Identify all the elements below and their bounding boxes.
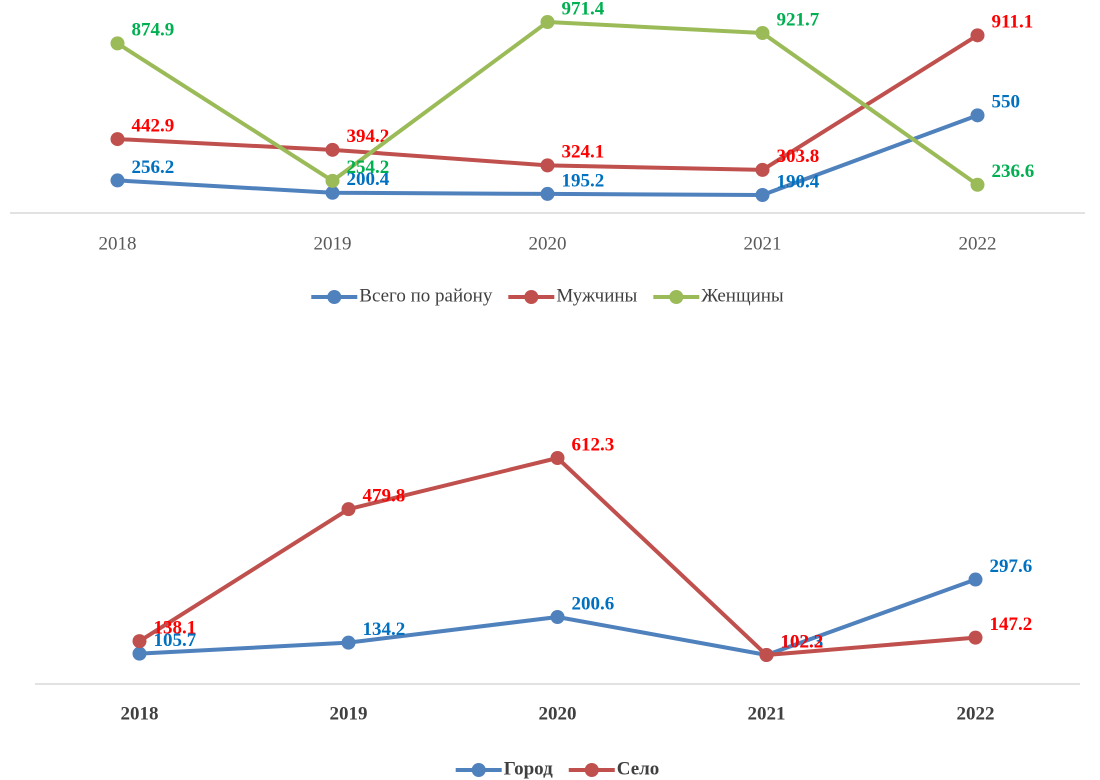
data-label: 254.2 xyxy=(347,157,390,178)
data-label: 911.1 xyxy=(992,12,1034,33)
legend-marker xyxy=(669,290,684,304)
series-line xyxy=(117,33,979,172)
data-label: 324.1 xyxy=(562,142,605,163)
data-label: 921.7 xyxy=(777,9,820,30)
data-label: 256.2 xyxy=(132,157,175,178)
point xyxy=(325,142,340,157)
data-label: 303.8 xyxy=(777,146,820,167)
legend-label: Мужчины xyxy=(556,285,637,306)
legend-marker xyxy=(524,290,539,304)
point xyxy=(341,502,356,517)
legend-marker xyxy=(471,763,486,777)
x-tick-label: 2020 xyxy=(539,703,577,724)
legend-label: Всего по району xyxy=(359,285,493,306)
x-tick-label: 2020 xyxy=(529,233,567,254)
legend-marker xyxy=(584,763,599,777)
data-label: 874.9 xyxy=(132,20,175,41)
data-label: 612.3 xyxy=(572,434,615,455)
point xyxy=(550,451,565,465)
data-label: 550 xyxy=(992,92,1021,113)
x-tick-label: 2019 xyxy=(330,703,368,724)
data-label: 200.4 xyxy=(347,169,390,190)
x-tick-label: 2021 xyxy=(748,703,786,724)
legend-marker xyxy=(327,290,342,304)
x-tick-label: 2019 xyxy=(314,233,352,254)
data-label: 105.7 xyxy=(154,630,197,651)
data-label: 236.6 xyxy=(992,161,1035,182)
point xyxy=(968,630,983,645)
data-label: 200.6 xyxy=(572,593,615,614)
data-label: 394.2 xyxy=(347,126,390,147)
point xyxy=(550,609,565,624)
legend: Город Село xyxy=(455,758,660,779)
data-label: 102.3 xyxy=(781,631,824,652)
chart-bottom: 2018 2019 2020 2021 2022 105.7 134.2 200.6 102.3… xyxy=(35,434,1080,779)
point xyxy=(755,188,770,202)
x-tick-label: 2018 xyxy=(121,703,159,724)
point xyxy=(755,162,770,177)
point xyxy=(341,635,356,650)
point xyxy=(132,646,147,661)
data-label: 479.8 xyxy=(363,486,406,507)
x-tick-label: 2022 xyxy=(957,703,995,724)
data-label: 442.9 xyxy=(132,115,175,136)
data-label: 297.6 xyxy=(990,556,1033,577)
point xyxy=(110,132,125,147)
legend-label: Женщины xyxy=(701,285,784,306)
point xyxy=(540,15,555,29)
data-label: 195.2 xyxy=(562,170,605,191)
data-label: 971.4 xyxy=(562,0,605,19)
point xyxy=(970,177,985,192)
point xyxy=(968,572,983,587)
chart-top: 2018 2019 2020 2021 2022 256.2 200.4 195.2 190.4… xyxy=(10,0,1085,306)
x-tick-label: 2021 xyxy=(744,233,782,254)
point xyxy=(325,173,340,188)
point xyxy=(759,648,774,662)
point xyxy=(132,634,147,649)
point xyxy=(325,185,340,200)
x-tick-label: 2022 xyxy=(959,233,997,254)
data-label: 102.2 xyxy=(781,631,824,652)
legend-label: Город xyxy=(504,758,553,779)
point xyxy=(755,26,770,41)
data-label: 147.2 xyxy=(990,614,1033,635)
data-label: 190.4 xyxy=(777,171,820,192)
point xyxy=(540,158,555,173)
x-tick-label: 2018 xyxy=(99,233,137,254)
point xyxy=(970,28,985,43)
legend: Всего по району Мужчины Женщины xyxy=(311,285,784,306)
data-label: 134.2 xyxy=(363,619,406,640)
legend-label: Село xyxy=(617,758,660,779)
point xyxy=(970,108,985,123)
point xyxy=(540,186,555,201)
point xyxy=(110,173,125,188)
point xyxy=(110,36,125,51)
data-label: 138.1 xyxy=(154,617,197,638)
